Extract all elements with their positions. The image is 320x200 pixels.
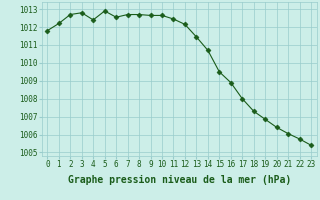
X-axis label: Graphe pression niveau de la mer (hPa): Graphe pression niveau de la mer (hPa) xyxy=(68,175,291,185)
